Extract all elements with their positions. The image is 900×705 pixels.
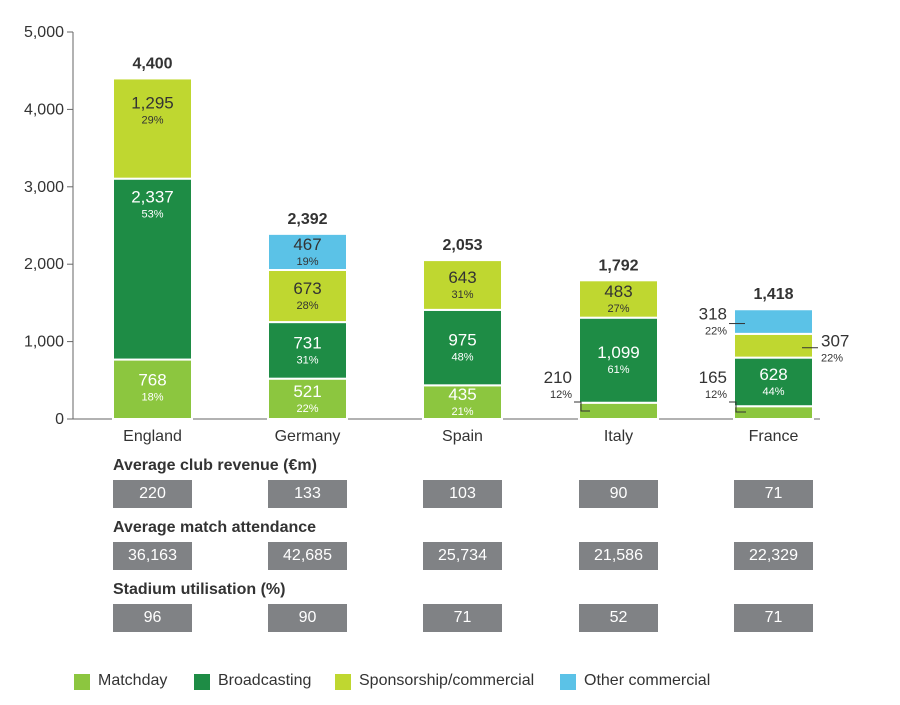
pct-label-germany-sponsorship-commercial: 28% xyxy=(296,300,318,312)
bar-segment-france-matchday xyxy=(733,405,814,421)
pct-label-france-matchday: 12% xyxy=(705,389,727,401)
legend-swatch-sponsorship xyxy=(335,674,351,690)
revenue-stat-italy: 90 xyxy=(579,480,658,508)
x-tick-label-england: England xyxy=(123,428,182,445)
legend-label-matchday: Matchday xyxy=(98,672,168,689)
value-label-spain-matchday: 435 xyxy=(448,385,476,404)
revenue-stacked-bar-chart: 0 1,000 2,000 3,000 4,000 5,000 England 4,400 Ge… xyxy=(24,24,849,445)
pct-label-germany-other-commercial: 19% xyxy=(296,256,318,268)
total-label-spain: 2,053 xyxy=(442,237,482,254)
legend-swatch-broadcasting xyxy=(194,674,210,690)
revenue-stat-france: 71 xyxy=(734,480,813,508)
total-label-france: 1,418 xyxy=(753,286,793,303)
pct-label-france-other-commercial: 22% xyxy=(705,326,727,338)
bar-segment-england-sponsorship-commercial xyxy=(112,77,193,180)
revenue-stat-spain: 103 xyxy=(423,480,502,508)
value-label-france-broadcasting: 628 xyxy=(759,365,787,384)
pct-label-england-matchday: 18% xyxy=(141,391,163,403)
value-label-spain-sponsorship-commercial: 643 xyxy=(448,268,476,287)
y-tick-label: 5,000 xyxy=(24,24,64,41)
bar-segment-italy-sponsorship-commercial xyxy=(578,279,659,319)
pct-label-england-broadcasting: 53% xyxy=(141,209,163,221)
bar-segment-germany-other-commercial xyxy=(267,232,348,272)
attendance-stat-italy: 21,586 xyxy=(579,542,658,570)
bar-segment-germany-broadcasting xyxy=(267,321,348,380)
x-tick-label-germany: Germany xyxy=(275,428,341,445)
bar-segment-spain-sponsorship-commercial xyxy=(422,259,503,311)
y-tick-label: 2,000 xyxy=(24,256,64,273)
attendance-stat-france: 22,329 xyxy=(734,542,813,570)
bar-segment-italy-broadcasting xyxy=(578,316,659,404)
pct-label-italy-matchday: 12% xyxy=(550,389,572,401)
y-tick-label: 0 xyxy=(55,411,64,428)
utilisation-stat-germany: 90 xyxy=(268,604,347,632)
bar-segment-france-sponsorship-commercial xyxy=(733,332,814,359)
total-label-england: 4,400 xyxy=(132,55,172,72)
attendance-stat-title: Average match attendance xyxy=(113,519,317,536)
leader-line-france-matchday xyxy=(729,401,746,413)
bar-segment-spain-broadcasting xyxy=(422,308,503,387)
revenue-stat-england: 220 xyxy=(113,480,192,508)
value-label-italy-matchday: 210 xyxy=(544,368,572,387)
value-label-france-matchday: 165 xyxy=(699,368,727,387)
revenue-stat-title: Average club revenue (€m) xyxy=(113,457,317,474)
attendance-stat-england: 36,163 xyxy=(113,542,192,570)
bar-segment-spain-matchday xyxy=(422,384,503,420)
pct-label-france-sponsorship-commercial: 22% xyxy=(821,353,843,365)
legend-swatch-other-commercial xyxy=(560,674,576,690)
value-label-france-sponsorship-commercial: 307 xyxy=(821,332,849,351)
pct-label-spain-matchday: 21% xyxy=(451,406,473,418)
x-tick-label-italy: Italy xyxy=(604,428,633,445)
utilisation-stat-italy: 52 xyxy=(579,604,658,632)
attendance-stat-germany: 42,685 xyxy=(268,542,347,570)
value-label-italy-broadcasting: 1,099 xyxy=(597,343,640,362)
leader-line-italy-matchday xyxy=(574,401,590,412)
bar-segment-france-broadcasting xyxy=(733,356,814,408)
pct-label-france-broadcasting: 44% xyxy=(762,386,784,398)
y-tick-label: 1,000 xyxy=(24,334,64,351)
pct-label-germany-matchday: 22% xyxy=(296,403,318,415)
total-label-germany: 2,392 xyxy=(287,211,327,228)
total-label-italy: 1,792 xyxy=(598,257,638,274)
y-tick-label: 3,000 xyxy=(24,179,64,196)
pct-label-germany-broadcasting: 31% xyxy=(296,354,318,366)
value-label-england-sponsorship-commercial: 1,295 xyxy=(131,93,174,112)
value-label-england-broadcasting: 2,337 xyxy=(131,188,174,207)
pct-label-italy-broadcasting: 61% xyxy=(607,364,629,376)
bar-segment-france-other-commercial xyxy=(733,308,814,335)
value-label-germany-matchday: 521 xyxy=(293,382,321,401)
pct-label-italy-sponsorship-commercial: 27% xyxy=(607,303,629,315)
bar-segment-england-broadcasting xyxy=(112,177,193,361)
y-tick-label: 4,000 xyxy=(24,101,64,118)
utilisation-stat-title: Stadium utilisation (%) xyxy=(113,581,286,598)
pct-label-spain-sponsorship-commercial: 31% xyxy=(451,289,473,301)
legend-swatch-matchday xyxy=(74,674,90,690)
pct-label-england-sponsorship-commercial: 29% xyxy=(141,114,163,126)
utilisation-stat-spain: 71 xyxy=(423,604,502,632)
attendance-stat-spain: 25,734 xyxy=(423,542,502,570)
legend-label-other-commercial: Other commercial xyxy=(584,672,711,689)
x-tick-label-france: France xyxy=(749,428,799,445)
value-label-france-other-commercial: 318 xyxy=(699,305,727,324)
x-tick-label-spain: Spain xyxy=(442,428,483,445)
value-label-england-matchday: 768 xyxy=(138,370,166,389)
value-label-germany-other-commercial: 467 xyxy=(293,235,321,254)
bar-segment-italy-matchday xyxy=(578,401,659,421)
value-label-spain-broadcasting: 975 xyxy=(448,331,476,350)
value-label-italy-sponsorship-commercial: 483 xyxy=(604,282,632,301)
pct-label-spain-broadcasting: 48% xyxy=(451,352,473,364)
legend-label-sponsorship: Sponsorship/commercial xyxy=(359,672,535,689)
bar-segment-england-matchday xyxy=(112,358,193,420)
utilisation-stat-england: 96 xyxy=(113,604,192,632)
utilisation-stat-france: 71 xyxy=(734,604,813,632)
revenue-stat-germany: 133 xyxy=(268,480,347,508)
value-label-germany-sponsorship-commercial: 673 xyxy=(293,279,321,298)
legend-label-broadcasting: Broadcasting xyxy=(218,672,312,689)
value-label-germany-broadcasting: 731 xyxy=(293,333,321,352)
